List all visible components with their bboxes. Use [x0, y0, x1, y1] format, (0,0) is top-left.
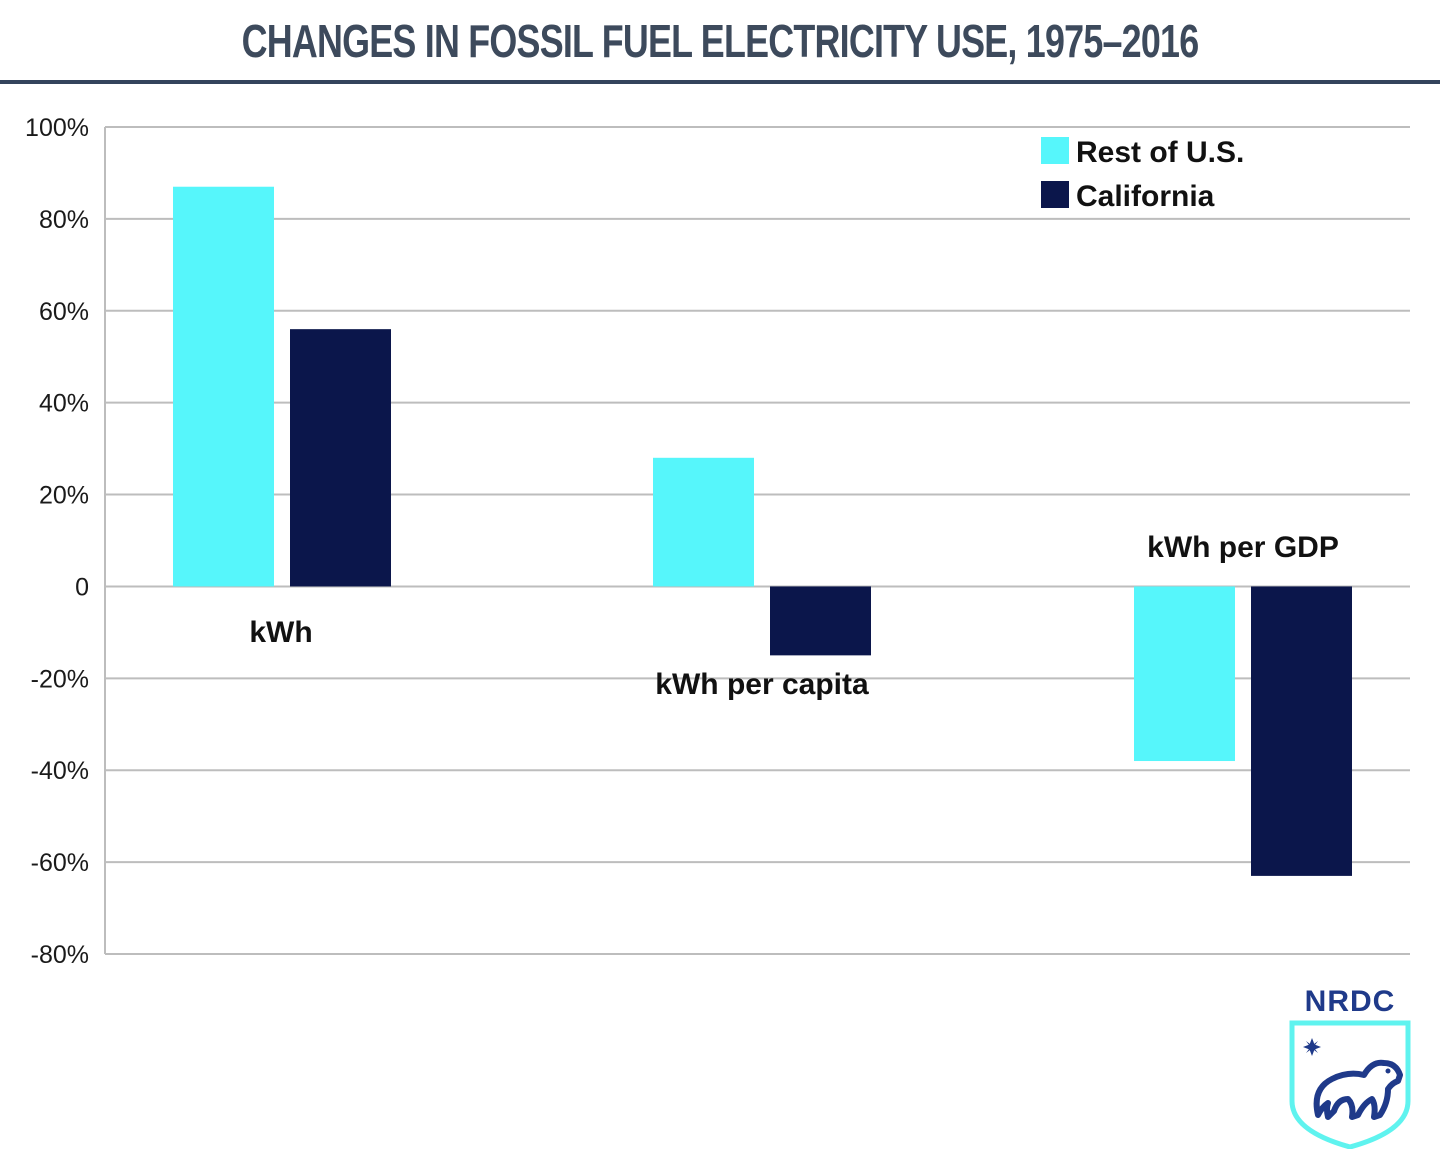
bar-rest-of-us: [653, 457, 754, 587]
legend-swatch: [1041, 181, 1069, 208]
y-tick-label: -80%: [31, 941, 89, 969]
legend-swatch: [1041, 137, 1069, 164]
logo-text: NRDC: [1304, 985, 1396, 1018]
legend-label: California: [1076, 180, 1215, 213]
bar-california: [290, 329, 391, 587]
y-tick-label: -20%: [31, 665, 89, 693]
y-tick-label: 80%: [39, 206, 89, 234]
bar-rest-of-us: [1134, 586, 1235, 762]
bar-california: [1251, 586, 1352, 876]
category-label: kWh per GDP: [1147, 531, 1339, 564]
y-tick-label: 20%: [39, 482, 89, 510]
bear-star-shield-icon: [1289, 1020, 1411, 1149]
bar-california: [770, 586, 871, 656]
nrdc-logo: NRDC: [1280, 985, 1420, 1155]
title-divider: [0, 80, 1440, 84]
chart-title: CHANGES IN FOSSIL FUEL ELECTRICITY USE, …: [241, 15, 1200, 67]
bar-rest-of-us: [173, 186, 274, 587]
category-label: kWh: [249, 616, 312, 649]
y-tick-label: -40%: [31, 757, 89, 785]
title-bar: CHANGES IN FOSSIL FUEL ELECTRICITY USE, …: [0, 0, 1440, 84]
category-labels: kWh kWh per capita kWh per GDP: [249, 531, 1339, 701]
y-tick-label: -60%: [31, 849, 89, 877]
bars: [173, 186, 1352, 876]
legend-label: Rest of U.S.: [1076, 136, 1244, 169]
y-axis-tick-labels: 100% 80% 60% 40% 20% 0 -20% -40% -60% -80%: [25, 114, 89, 969]
y-tick-label: 40%: [39, 390, 89, 418]
y-tick-label: 60%: [39, 298, 89, 326]
legend: Rest of U.S. California: [1041, 136, 1244, 213]
y-tick-label: 0: [75, 573, 89, 601]
y-tick-label: 100%: [25, 114, 89, 142]
category-label: kWh per capita: [655, 668, 869, 701]
